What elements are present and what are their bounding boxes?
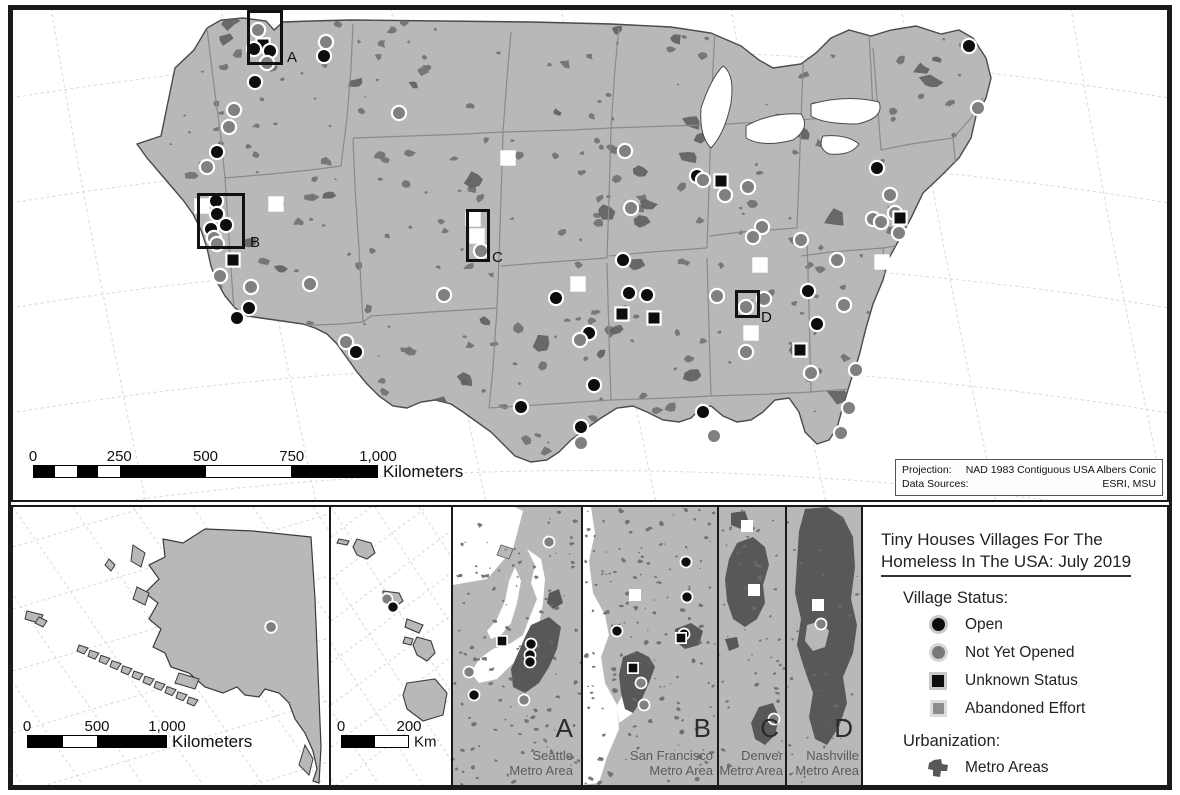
main-map-panel[interactable]: A B C D 0 250 500 750 1,000 Kilometers Pr [11,8,1169,502]
scalebar-tick: 0 [28,448,38,465]
scalebar-main-labels: 0 250 500 750 1,000 [29,448,397,465]
inset-panel-san-francisco[interactable]: B San Francisco Metro Area [581,505,719,787]
inset-name-a-line1: Seattle [532,748,573,764]
alaska-inset-panel[interactable]: 0 500 1,000 Kilometers [11,505,331,787]
poster-title-line2: Homeless In The USA: July 2019 [881,552,1132,572]
scalebar-tick: 750 [279,448,305,465]
callout-label-c: C [492,249,503,266]
legend-label-abandoned-effort: Abandoned Effort [965,699,1086,717]
san-francisco-metro-map [583,507,717,785]
denver-metro-map [719,507,785,785]
callout-box-b [197,193,245,249]
inset-name-c-line1: Denver [741,748,783,764]
callout-label-b: B [250,234,261,251]
scalebar-main: 0 250 500 750 1,000 Kilometers [29,448,463,481]
scalebar-tick: 500 [84,718,110,735]
poster-title: Tiny Houses Villages For The Homeless In… [881,529,1132,577]
scalebar-alaska-bar: Kilometers [27,732,252,751]
callout-box-d [735,290,760,318]
callout-label-a: A [287,49,298,66]
inset-name-d: Nashville Metro Area [795,748,859,779]
bottom-inset-strip: 0 500 1,000 Kilometers 0 200 Km [11,505,1169,787]
not-yet-opened-circle-icon [925,642,951,664]
legend-label-metro-areas: Metro Areas [965,758,1049,776]
scalebar-tick: 1,000 [359,448,397,465]
scalebar-alaska-unit: Kilometers [172,731,253,751]
data-sources-label: Data Sources: [902,477,969,490]
inset-name-b-line2: Metro Area [649,763,713,779]
inset-letter-a: A [555,713,573,743]
scalebar-hawaii: 0 200 Km [337,718,437,750]
inset-name-b-line1: San Francisco [629,748,713,764]
legend-label-open: Open [965,615,1003,633]
hawaii-inset-panel[interactable]: 0 200 Km [329,505,453,787]
inset-name-a-line2: Metro Area [509,763,573,779]
inset-name-d-line1: Nashville [806,748,859,764]
poster-title-line1: Tiny Houses Villages For The [881,530,1103,549]
scalebar-main-bar: Kilometers [33,462,463,481]
inset-letter-b: B [693,713,711,743]
inset-name-c-line2: Metro Area [719,763,783,779]
inset-name-b: San Francisco Metro Area [629,748,713,779]
callout-box-a [247,10,283,65]
contiguous-usa-map [11,8,1169,502]
alaska-map [13,507,329,785]
callout-box-c [466,209,490,262]
legend-panel: Tiny Houses Villages For The Homeless In… [861,505,1169,787]
legend-item-metro-areas: Metro Areas [925,757,1157,779]
non-metro-area-patch-icon [925,785,951,786]
seattle-metro-map [453,507,581,785]
scalebar-alaska: 0 500 1,000 Kilometers [23,718,252,751]
nashville-metro-map [787,507,861,785]
inset-letter-c: C [760,713,779,743]
scalebar-tick: 0 [22,718,32,735]
legend-item-not-yet-opened: Not Yet Opened [925,642,1157,664]
scalebar-tick: 500 [192,448,219,465]
legend-item-non-metro-areas: Non-Metro Areas [925,785,1157,786]
scalebar-tick: 250 [106,448,132,465]
callout-label-d: D [761,309,772,326]
inset-name-a: Seattle Metro Area [509,748,573,779]
abandoned-effort-square-icon [925,698,951,720]
scalebar-tick: 0 [336,718,346,735]
scalebar-hawaii-unit: Km [414,733,437,750]
legend-heading-village-status: Village Status: [903,588,1009,607]
legend-heading-urbanization: Urbanization: [903,731,1001,750]
legend-label-unknown-status: Unknown Status [965,671,1078,689]
scalebar-alaska-labels: 0 500 1,000 [23,718,186,735]
projection-value: NAD 1983 Contiguous USA Albers Conic [965,463,1156,476]
legend-label-not-yet-opened: Not Yet Opened [965,643,1075,661]
open-circle-icon [925,614,951,636]
inset-panel-denver[interactable]: C Denver Metro Area [717,505,787,787]
legend-item-open: Open [925,614,1157,636]
scalebar-main-unit: Kilometers [383,461,464,481]
unknown-status-square-icon [925,670,951,692]
inset-panel-seattle[interactable]: A Seattle Metro Area [451,505,583,787]
projection-info-box: Projection: NAD 1983 Contiguous USA Albe… [895,458,1163,496]
scalebar-hawaii-labels: 0 200 [337,718,422,735]
scalebar-hawaii-bar: Km [341,733,437,750]
inset-name-d-line2: Metro Area [795,763,859,779]
inset-name-c: Denver Metro Area [719,748,783,779]
data-sources-value: ESRI, MSU [1102,477,1156,490]
metro-area-patch-icon [925,757,951,779]
inset-letter-d: D [834,713,853,743]
projection-label: Projection: [902,463,952,476]
legend-item-unknown-status: Unknown Status [925,670,1157,692]
inset-panel-nashville[interactable]: D Nashville Metro Area [785,505,863,787]
legend-item-abandoned-effort: Abandoned Effort [925,698,1157,720]
scalebar-tick: 1,000 [148,718,186,735]
scalebar-tick: 200 [396,718,422,735]
